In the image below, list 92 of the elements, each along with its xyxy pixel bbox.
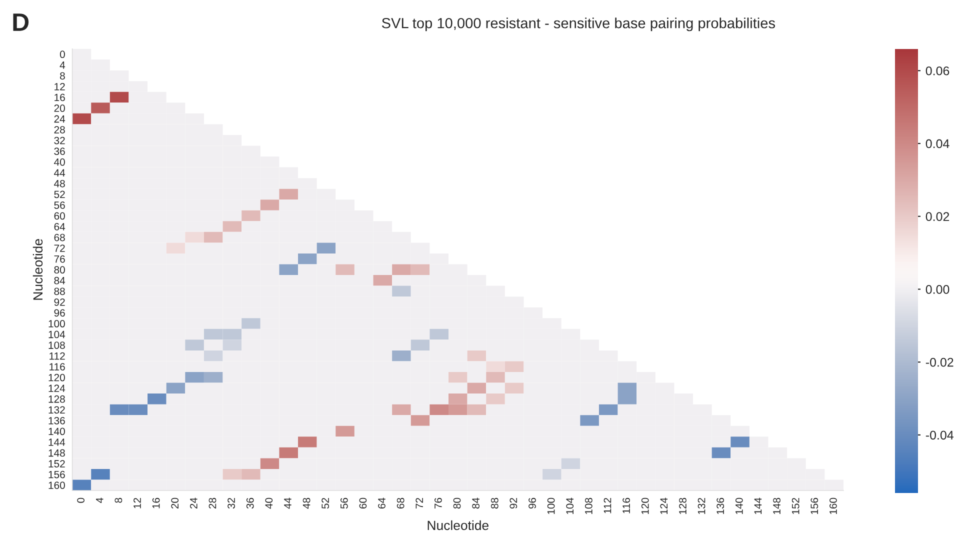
y-tick-label: 116 xyxy=(50,363,65,370)
x-tick-label: 72 xyxy=(416,498,423,509)
y-tick-label: 144 xyxy=(48,438,66,446)
y-tick-label: 100 xyxy=(48,320,65,328)
y-tick-label: 28 xyxy=(54,126,65,134)
y-tick-label: 52 xyxy=(54,190,65,198)
x-tick-label: 144 xyxy=(754,498,762,514)
y-tick-label: 20 xyxy=(54,104,65,112)
y-tick-label: 104 xyxy=(48,330,66,338)
x-tick-label: 108 xyxy=(584,498,592,514)
y-tick-label: 56 xyxy=(54,202,65,209)
x-tick-label: 0 xyxy=(77,498,84,503)
y-tick-label: 92 xyxy=(54,298,65,306)
x-tick-label: 132 xyxy=(698,498,706,514)
x-tick-label: 8 xyxy=(114,498,122,503)
x-tick-label: 140 xyxy=(735,498,743,514)
x-tick-label: 84 xyxy=(472,498,480,509)
y-tick-label: 36 xyxy=(54,148,65,156)
x-tick-label: 4 xyxy=(96,498,104,504)
x-tick-label: 12 xyxy=(134,498,141,508)
y-tick-label: 64 xyxy=(54,223,66,230)
y-tick-label: 112 xyxy=(50,352,65,360)
y-tick-label: 124 xyxy=(48,384,66,392)
y-tick-label: 160 xyxy=(48,482,65,489)
x-tick-label: 68 xyxy=(396,498,404,509)
x-tick-label: 112 xyxy=(604,498,612,514)
text: D xyxy=(13,14,29,31)
y-tick-label: 136 xyxy=(48,416,65,424)
x-tick-label: 116 xyxy=(622,498,630,514)
y-tick-label: 40 xyxy=(54,158,65,166)
x-tick-label: 20 xyxy=(171,498,179,509)
x-tick-label: 36 xyxy=(246,498,254,509)
y-tick-label: 80 xyxy=(54,266,65,274)
x-axis-title: Nucleotide xyxy=(428,520,488,530)
x-tick-label: 156 xyxy=(810,498,818,514)
x-tick-label: 80 xyxy=(453,498,461,509)
color-bar-label: 0.00 xyxy=(926,285,950,294)
x-tick-label: 24 xyxy=(190,498,198,509)
x-tick-label: 88 xyxy=(490,498,498,509)
y-tick-label: 96 xyxy=(54,309,65,317)
x-tick-label: 56 xyxy=(340,498,348,509)
x-tick-label: 160 xyxy=(830,498,837,514)
color-bar-label: -0.04 xyxy=(926,430,954,440)
y-tick-label: 24 xyxy=(54,115,66,123)
chart-title: SVL top 10,000 resistant - sensitive base pairing probabilities xyxy=(382,18,776,32)
y-tick-label: 48 xyxy=(54,180,65,188)
color-bar-label: 0.02 xyxy=(926,212,950,222)
y-tick-label: 152 xyxy=(48,460,65,468)
x-tick-label: 96 xyxy=(528,498,536,509)
y-tick-label: 132 xyxy=(48,406,65,414)
color-bar-label: 0.04 xyxy=(926,139,950,148)
y-tick-label: 76 xyxy=(54,255,65,263)
y-tick-label: 88 xyxy=(54,288,65,296)
y-tick-label: 32 xyxy=(54,136,65,144)
color-bar-label: 0.06 xyxy=(926,66,950,76)
x-tick-label: 136 xyxy=(716,498,724,514)
y-tick-label: 68 xyxy=(54,234,65,242)
y-tick-label: 12 xyxy=(54,82,65,90)
x-tick-label: 40 xyxy=(265,498,273,509)
x-tick-label: 100 xyxy=(547,498,555,514)
x-tick-label: 64 xyxy=(378,498,386,509)
x-tick-label: 104 xyxy=(566,498,574,514)
x-tick-label: 124 xyxy=(660,498,668,514)
y-tick-label: 128 xyxy=(48,395,65,403)
y-tick-label: 108 xyxy=(48,342,65,349)
y-tick-label: 4 xyxy=(60,62,66,69)
x-tick-label: 148 xyxy=(773,498,780,514)
y-tick-label: 140 xyxy=(48,428,65,436)
y-tick-label: 16 xyxy=(54,94,65,102)
x-tick-label: 152 xyxy=(792,498,800,514)
y-tick-label: 120 xyxy=(48,374,65,382)
x-tick-label: 32 xyxy=(228,498,235,509)
x-tick-label: 128 xyxy=(679,498,686,514)
y-tick-label: 44 xyxy=(54,169,66,176)
y-tick-label: 0 xyxy=(60,50,65,58)
y-tick-label: 60 xyxy=(54,212,65,220)
y-tick-label: 156 xyxy=(48,470,65,478)
x-tick-label: 76 xyxy=(434,498,442,509)
y-tick-label: 8 xyxy=(60,72,65,80)
y-tick-label: 84 xyxy=(54,276,66,284)
x-tick-label: 60 xyxy=(359,498,367,509)
x-tick-label: 44 xyxy=(284,498,292,509)
x-tick-label: 92 xyxy=(510,498,518,509)
x-tick-label: 52 xyxy=(322,498,330,509)
x-tick-label: 120 xyxy=(641,498,649,514)
y-tick-label: 72 xyxy=(54,244,65,252)
color-bar-label: -0.02 xyxy=(926,358,954,367)
x-tick-label: 48 xyxy=(302,498,310,509)
y-axis-title: Nucleotide xyxy=(32,239,43,300)
x-tick-label: 28 xyxy=(208,498,216,509)
y-tick-label: 148 xyxy=(48,449,65,457)
x-tick-label: 16 xyxy=(152,498,160,508)
